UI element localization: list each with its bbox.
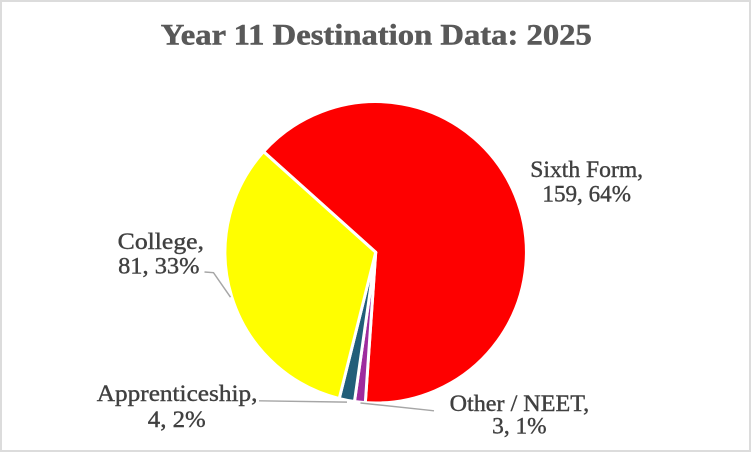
svg-text:Apprenticeship,: Apprenticeship, <box>97 381 258 406</box>
svg-text:Other / NEET,: Other / NEET, <box>450 391 590 416</box>
svg-text:4, 2%: 4, 2% <box>148 407 206 432</box>
svg-text:3, 1%: 3, 1% <box>492 414 546 439</box>
svg-text:Year 11 Destination Data: 2025: Year 11 Destination Data: 2025 <box>161 19 592 52</box>
svg-text:Sixth Form,: Sixth Form, <box>530 157 643 182</box>
svg-text:College,: College, <box>118 229 204 254</box>
svg-text:159, 64%: 159, 64% <box>542 181 631 206</box>
svg-text:81, 33%: 81, 33% <box>118 253 199 278</box>
